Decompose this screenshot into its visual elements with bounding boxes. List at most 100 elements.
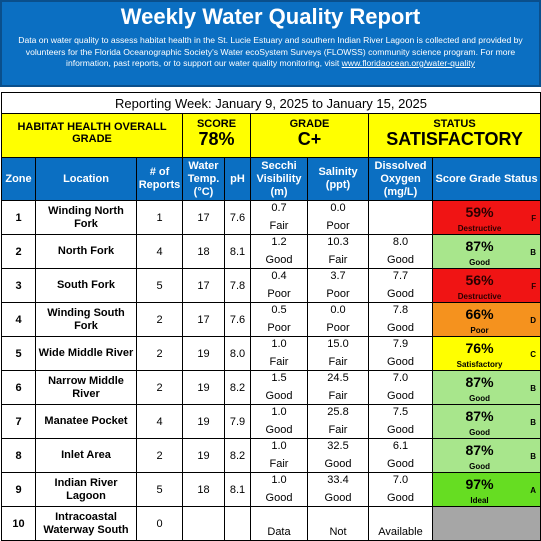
score-status-cell: 87% Good B xyxy=(431,234,541,269)
ph-value: 7.8 xyxy=(224,268,251,303)
salinity-rating: Good xyxy=(324,492,352,504)
salinity: 24.5 Fair xyxy=(307,370,369,405)
overall-score-cell: SCORE 78% xyxy=(182,113,251,158)
dissolved-oxygen: 7.7 Good xyxy=(368,268,433,303)
score-status-cell: 66% Poor D xyxy=(431,302,541,337)
report-description: Data on water quality to assess habitat … xyxy=(2,30,539,70)
secchi-visibility-value: 1.2 xyxy=(271,236,287,248)
salinity-rating: Poor xyxy=(326,322,350,334)
table-row: 7 Manatee Pocket 4 19 7.9 1.0 Good 25.8 Fair 7.5 G… xyxy=(1,404,541,439)
zone-number: 3 xyxy=(1,268,36,303)
score-status-cell: 87% Good B xyxy=(431,438,541,473)
dissolved-oxygen: Available xyxy=(368,506,433,541)
water-temp: 17 xyxy=(182,200,225,235)
salinity: 25.8 Fair xyxy=(307,404,369,439)
salinity-value: 25.8 xyxy=(327,406,349,418)
dissolved-oxygen: 7.0 Good xyxy=(368,370,433,405)
location-name: Intracoastal Waterway South xyxy=(35,506,137,541)
report-count: 2 xyxy=(136,370,183,405)
zone-score: 76% xyxy=(465,340,494,356)
salinity: Not xyxy=(307,506,369,541)
dissolved-oxygen: 7.8 Good xyxy=(368,302,433,337)
ph-value: 7.6 xyxy=(224,302,251,337)
salinity-value: 3.7 xyxy=(330,270,346,282)
water-temp: 19 xyxy=(182,404,225,439)
salinity-value: 33.4 xyxy=(327,474,349,486)
column-header: pH xyxy=(224,157,251,201)
secchi-visibility: 1.0 Good xyxy=(250,404,308,439)
score-status-cell: 87% Good B xyxy=(431,404,541,439)
zone-status: Ideal xyxy=(470,496,489,505)
ph-value xyxy=(224,506,251,541)
salinity: 0.0 Poor xyxy=(307,200,369,235)
zone-score: 56% xyxy=(465,272,494,288)
salinity-rating: Good xyxy=(324,458,352,470)
dissolved-oxygen-rating: Good xyxy=(387,288,414,300)
water-quality-table: Reporting Week: January 9, 2025 to Janua… xyxy=(0,92,541,541)
ph-value: 8.0 xyxy=(224,336,251,371)
secchi-visibility-rating: Good xyxy=(265,492,293,504)
ph-value: 7.9 xyxy=(224,404,251,439)
location-name: North Fork xyxy=(35,234,137,269)
report-title: Weekly Water Quality Report xyxy=(120,4,421,29)
zone-grade: A xyxy=(530,486,537,495)
dissolved-oxygen-value: 7.5 xyxy=(392,406,409,418)
table-row: 8 Inlet Area 2 19 8.2 1.0 Fair 32.5 Good 6.1 Good 8… xyxy=(1,438,541,473)
column-header: Water Temp. (°C) xyxy=(182,157,225,201)
zone-grade: B xyxy=(530,248,537,257)
dissolved-oxygen: 7.0 Good xyxy=(368,472,433,507)
dissolved-oxygen-rating: Good xyxy=(387,254,414,266)
ph-value: 7.6 xyxy=(224,200,251,235)
grade-label: GRADE xyxy=(289,118,330,130)
ph-value: 8.1 xyxy=(224,234,251,269)
secchi-visibility: 1.0 Fair xyxy=(250,336,308,371)
salinity-rating: Fair xyxy=(328,424,348,436)
zone-grade: F xyxy=(531,214,537,223)
score-status-cell: 97% Ideal A xyxy=(431,472,541,507)
report-count: 1 xyxy=(136,200,183,235)
salinity: 3.7 Poor xyxy=(307,268,369,303)
salinity-rating: Fair xyxy=(328,254,348,266)
location-name: Wide Middle River xyxy=(35,336,137,371)
dissolved-oxygen-rating: Good xyxy=(387,356,414,368)
water-temp: 19 xyxy=(182,336,225,371)
secchi-visibility-rating: Fair xyxy=(269,220,289,232)
zone-score: 59% xyxy=(465,204,494,220)
zone-status: Destructive xyxy=(457,224,502,233)
column-header: Score Grade Status xyxy=(431,157,541,201)
location-name: Indian River Lagoon xyxy=(35,472,137,507)
salinity: 0.0 Poor xyxy=(307,302,369,337)
zone-status: Destructive xyxy=(457,292,502,301)
salinity: 33.4 Good xyxy=(307,472,369,507)
table-row: 3 South Fork 5 17 7.8 0.4 Poor 3.7 Poor 7.7 Good 56… xyxy=(1,268,541,303)
secchi-visibility-value: 0.4 xyxy=(271,270,287,282)
zone-number: 5 xyxy=(1,336,36,371)
secchi-visibility: 0.4 Poor xyxy=(250,268,308,303)
secchi-visibility-rating: Data xyxy=(267,526,291,538)
dissolved-oxygen-value: 6.1 xyxy=(392,440,409,452)
secchi-visibility-value: 1.0 xyxy=(271,338,287,350)
water-temp: 18 xyxy=(182,472,225,507)
dissolved-oxygen-value: 7.0 xyxy=(392,474,409,486)
zone-number: 7 xyxy=(1,404,36,439)
report-count: 5 xyxy=(136,268,183,303)
overall-grade: C+ xyxy=(297,129,322,149)
salinity-rating: Not xyxy=(329,526,347,538)
dissolved-oxygen: 6.1 Good xyxy=(368,438,433,473)
secchi-visibility-rating: Good xyxy=(265,424,293,436)
dissolved-oxygen-rating: Good xyxy=(387,458,414,470)
salinity-value: 32.5 xyxy=(327,440,349,452)
dissolved-oxygen-rating: Good xyxy=(387,390,414,402)
water-temp xyxy=(182,506,225,541)
salinity-rating: Poor xyxy=(326,220,350,232)
website-link[interactable]: www.floridaocean.org/water-quality xyxy=(341,58,475,68)
table-row: 5 Wide Middle River 2 19 8.0 1.0 Fair 15.0 Fair 7… xyxy=(1,336,541,371)
water-temp: 17 xyxy=(182,268,225,303)
secchi-visibility-rating: Good xyxy=(265,254,293,266)
zone-score: 87% xyxy=(465,374,494,390)
secchi-visibility: 1.0 Fair xyxy=(250,438,308,473)
report-count: 4 xyxy=(136,404,183,439)
zone-number: 8 xyxy=(1,438,36,473)
salinity-value: 0.0 xyxy=(330,304,346,316)
reporting-week: Reporting Week: January 9, 2025 to Janua… xyxy=(0,92,541,114)
